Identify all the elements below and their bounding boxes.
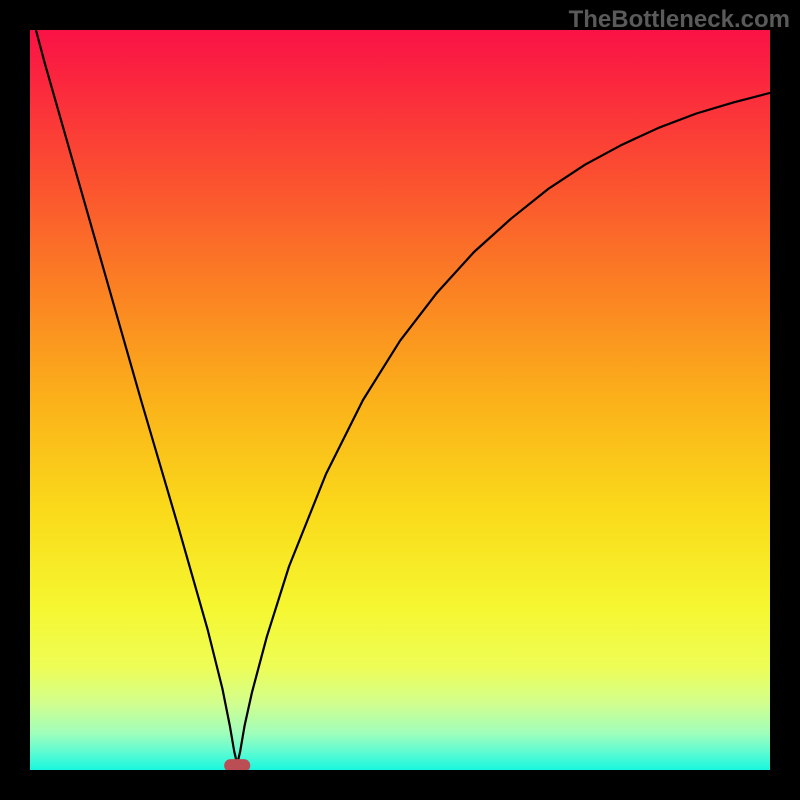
watermark-text: TheBottleneck.com <box>569 6 790 34</box>
minimum-marker <box>225 760 250 770</box>
chart-svg <box>30 30 770 770</box>
plot-area <box>30 30 770 770</box>
chart-frame: TheBottleneck.com <box>0 0 800 800</box>
